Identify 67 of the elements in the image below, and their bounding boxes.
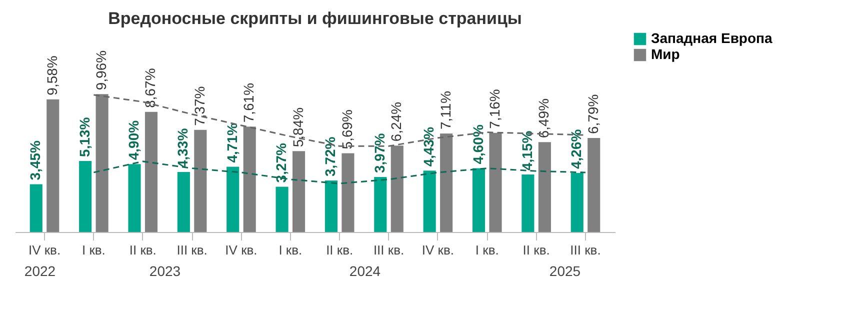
- bar: [276, 186, 288, 232]
- data-label: 6,79%: [584, 94, 601, 134]
- x-tick-label: IV кв.: [28, 242, 61, 258]
- text: 2022: [24, 263, 56, 279]
- bar: [374, 177, 387, 232]
- bar: [342, 153, 354, 232]
- data-label: 5,13%: [76, 116, 92, 157]
- bar: [128, 164, 141, 232]
- legend-label: Западная Европа: [651, 30, 772, 46]
- x-tick-label: IV кв.: [422, 242, 454, 258]
- data-label: 4,33%: [174, 128, 191, 168]
- data-label: 9,96%: [93, 50, 110, 90]
- data-label: 4,71%: [224, 122, 240, 163]
- data-label: 4,26%: [568, 128, 584, 170]
- x-tick-label: III кв.: [373, 242, 404, 258]
- bar: [390, 146, 404, 232]
- x-tick-label: II кв.: [326, 242, 354, 258]
- data-label: 3,72%: [322, 136, 338, 176]
- data-label: 7,11%: [437, 90, 454, 130]
- data-label: 3,45%: [27, 140, 44, 180]
- x-tick-label: I кв.: [475, 242, 499, 258]
- bar: [522, 174, 534, 232]
- x-tick-label: I кв.: [82, 242, 106, 258]
- data-label: 9,58%: [44, 56, 60, 96]
- data-label: 7,61%: [240, 82, 257, 123]
- chart-title: Вредоносные скрипты и фишинговые страницы: [108, 9, 522, 28]
- bar: [440, 134, 453, 232]
- data-label: 4,15%: [518, 130, 535, 171]
- data-label: 7,37%: [191, 86, 208, 126]
- bar: [423, 170, 436, 232]
- data-label: 6,24%: [388, 102, 404, 142]
- data-label: 4,60%: [470, 124, 486, 164]
- bar: [243, 126, 256, 232]
- x-tick-label: II кв.: [129, 242, 156, 258]
- bar: [538, 142, 551, 232]
- bar: [96, 94, 108, 232]
- bar: [30, 184, 42, 232]
- legend-label: Мир: [651, 46, 680, 62]
- bar: [472, 168, 486, 232]
- x-tick-label: II кв.: [522, 242, 550, 258]
- text: 2023: [149, 263, 181, 279]
- x-tick-label: III кв.: [176, 242, 208, 258]
- data-label: 6,49%: [536, 98, 552, 138]
- x-tick-label: III кв.: [570, 242, 601, 258]
- x-tick-label: IV кв.: [225, 242, 258, 258]
- data-label: 5,69%: [338, 110, 355, 150]
- data-label: 8,67%: [142, 68, 158, 108]
- text: 2024: [349, 263, 381, 279]
- data-label: 3,97%: [371, 132, 388, 174]
- data-label: 3,27%: [273, 142, 290, 183]
- bar: [489, 132, 502, 232]
- data-label: 4,90%: [126, 120, 142, 160]
- bar: [324, 180, 338, 232]
- data-label: 4,43%: [420, 126, 437, 167]
- bar: [570, 173, 584, 232]
- bar: [144, 112, 158, 232]
- bar: [46, 99, 60, 232]
- bar: [226, 166, 240, 232]
- bar: [177, 172, 190, 232]
- text: 2025: [549, 263, 581, 279]
- data-label: 5,84%: [290, 107, 306, 148]
- bar: [194, 130, 207, 232]
- bar: [79, 160, 92, 232]
- data-label: 7,16%: [486, 89, 502, 129]
- bar: [588, 138, 600, 232]
- bar: [292, 151, 306, 232]
- x-tick-label: I кв.: [278, 242, 302, 258]
